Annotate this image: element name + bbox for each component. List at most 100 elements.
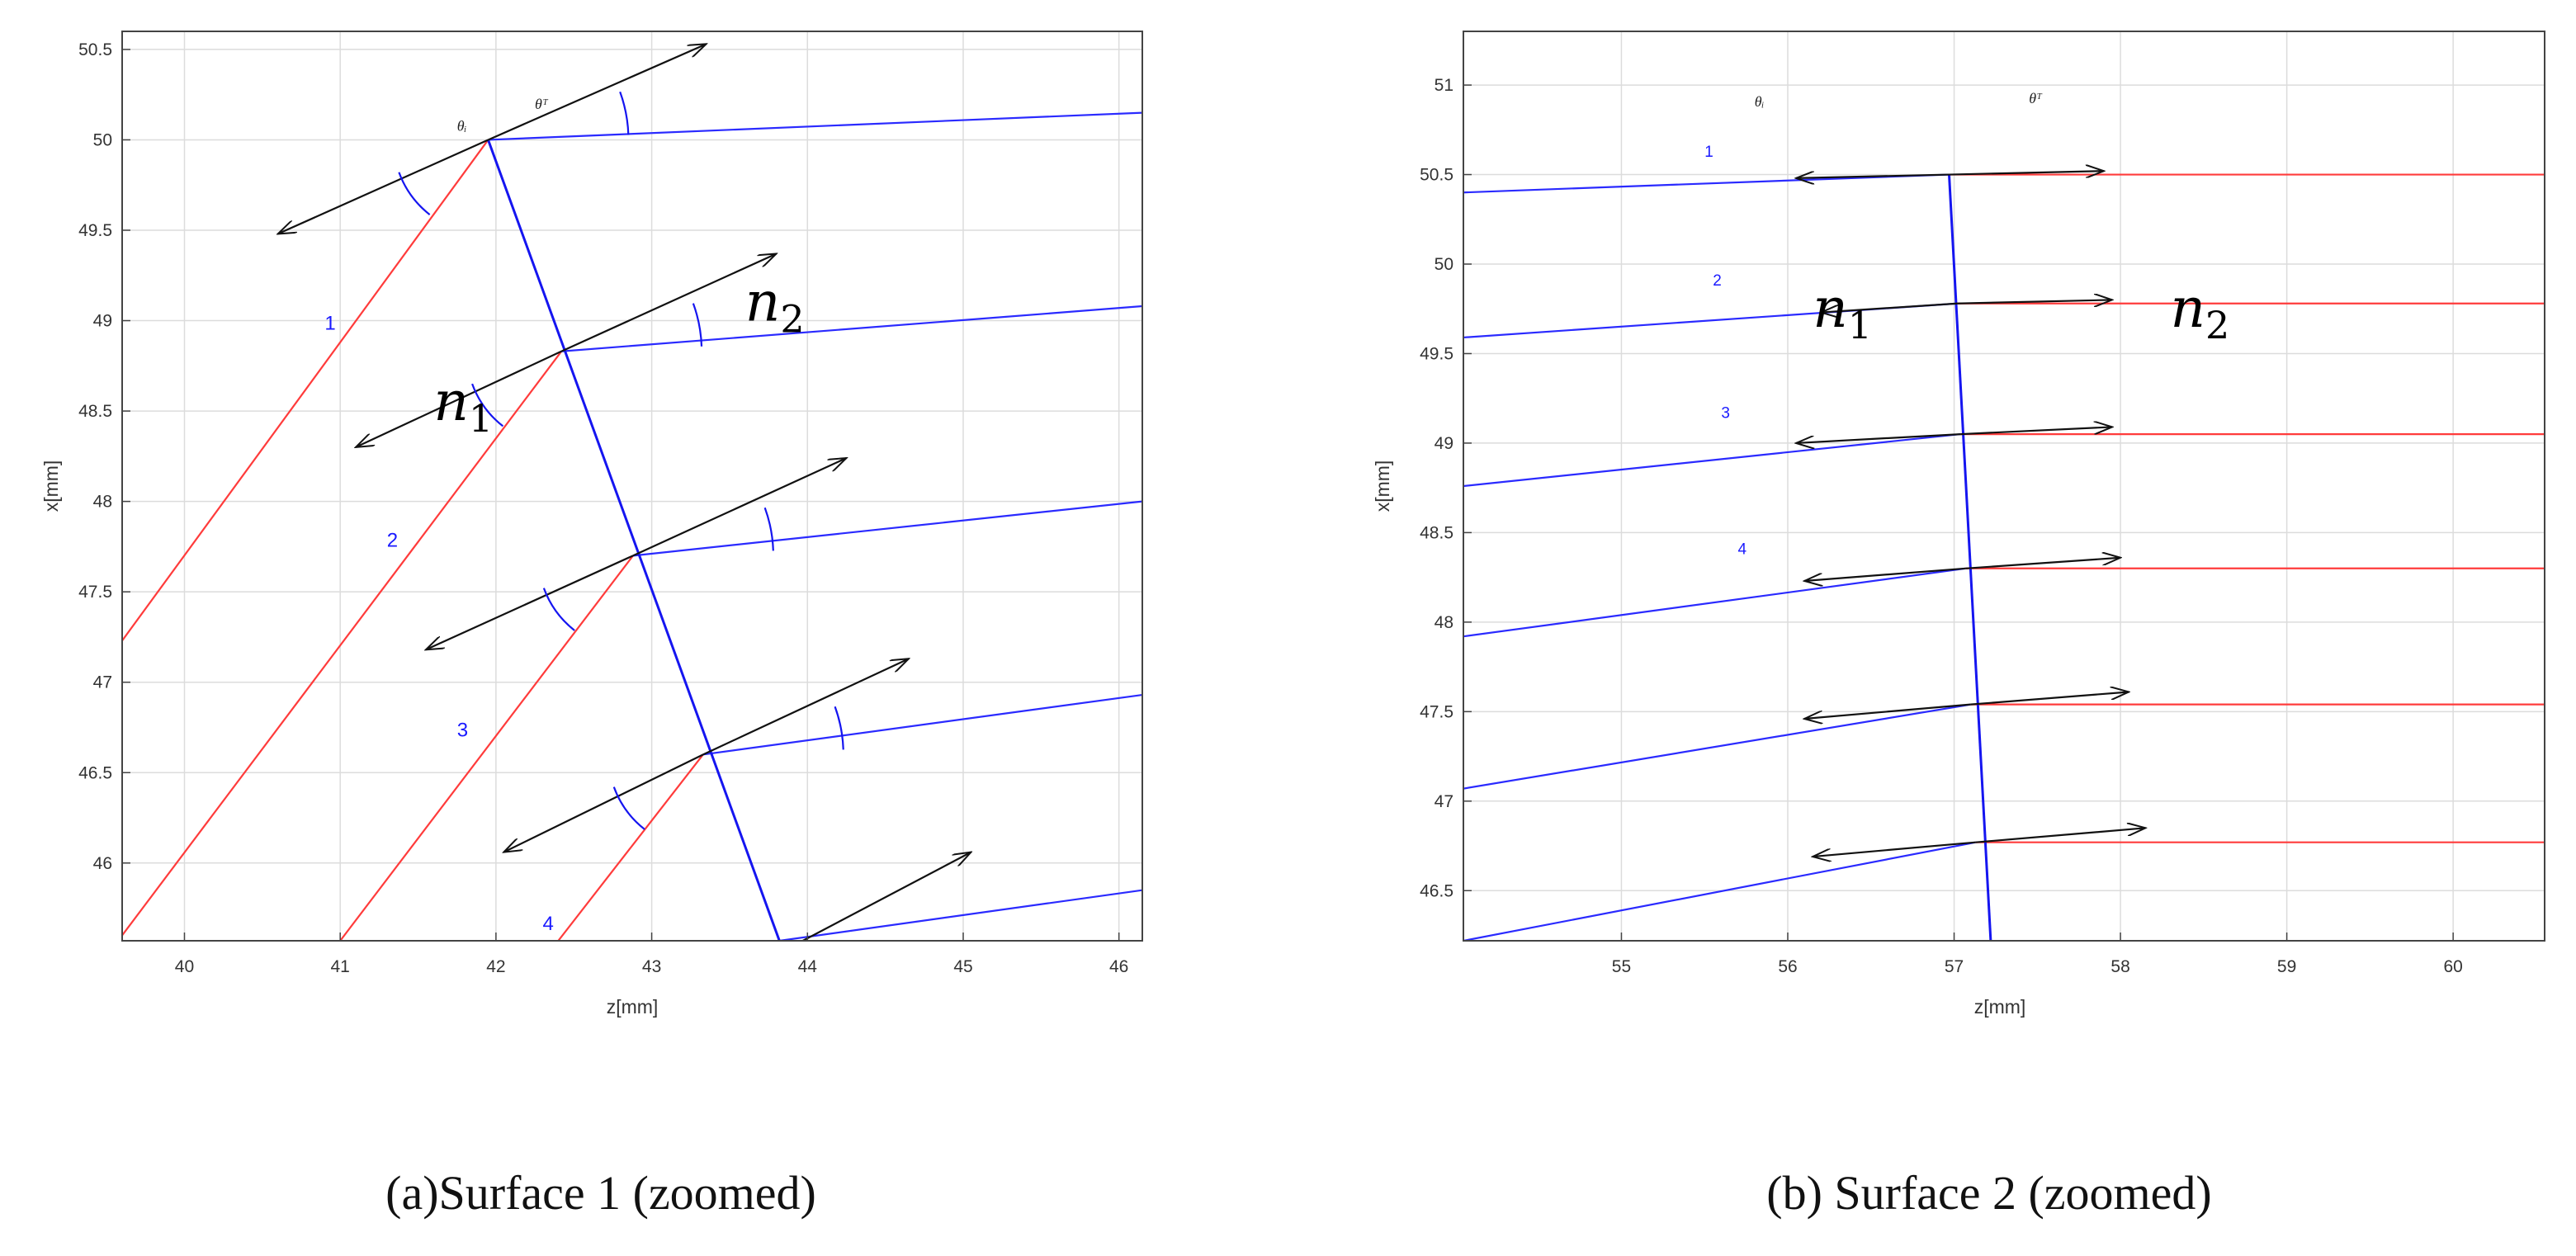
refractive-index-subscript: 1: [1848, 303, 1872, 347]
incident-ray: [1463, 432, 1961, 488]
y-tick-label: 48: [93, 493, 112, 512]
plot-frame-a: [121, 31, 1143, 942]
incidence-angle-arc: [398, 172, 431, 215]
normal-arrow: [1949, 171, 2103, 174]
theta-label: θᵢ: [1755, 93, 1765, 110]
normal-arrow: [702, 659, 909, 756]
x-tick-label: 60: [2443, 957, 2462, 976]
refraction-angle-arc: [834, 706, 844, 750]
incident-ray: [1463, 703, 1971, 790]
x-tick-label: 55: [1612, 957, 1631, 976]
y-tick-label: 47.5: [78, 583, 112, 602]
normal-arrow: [1975, 828, 2146, 843]
refracted-ray: [561, 305, 1142, 352]
normal-arrow: [426, 555, 634, 649]
normal-arrow: [560, 253, 776, 352]
normal-arrow: [278, 139, 489, 234]
refractive-index-label: n2: [745, 271, 805, 342]
refractive-index-symbol: n: [745, 271, 781, 334]
refraction-angle-arc: [619, 91, 630, 135]
refractive-index-symbol: n: [433, 370, 469, 433]
x-tick-label: 40: [175, 957, 194, 976]
ray-number-label: 3: [1721, 405, 1730, 423]
incidence-angle-arc: [471, 383, 504, 427]
grid-b: [1463, 31, 2545, 941]
normal-arrow: [632, 458, 847, 557]
theta-label: θᵢ: [457, 117, 467, 134]
refracting-surface: [487, 139, 781, 941]
x-tick-label: 44: [798, 957, 818, 976]
ticks-a: 40 41 42 43 44 45 46 46 46.5 47 47.5 48 48.5 49 49.5 50…: [78, 40, 1128, 976]
incident-ray: [557, 753, 704, 941]
x-tick-label: 41: [331, 957, 350, 976]
y-axis-label-a: x[mm]: [40, 460, 62, 512]
normal-arrow: [1796, 432, 1961, 443]
normal-arrow: [1821, 302, 1958, 313]
y-axis-label-b: x[mm]: [1372, 460, 1393, 512]
x-tick-label: 57: [1945, 957, 1964, 976]
rays-b: [1463, 171, 2545, 941]
plot-area-b: [1463, 31, 2545, 941]
refractive-index-label: n1: [1813, 276, 1872, 347]
incidence-angle-arc: [542, 588, 575, 631]
y-tick-label: 48: [1435, 613, 1453, 632]
ray-number-label: 1: [1704, 144, 1713, 161]
y-tick-label: 47: [1435, 792, 1453, 811]
x-axis-label-b: z[mm]: [1974, 996, 2026, 1018]
incidence-angle-arc: [612, 786, 645, 830]
ticks-b: 55 56 57 58 59 60 46.5 47 47.5 48 48.5 49 49.5 50 50.5…: [1420, 76, 2463, 976]
x-tick-label: 45: [953, 957, 972, 976]
theta-label: θᵀ: [535, 96, 549, 112]
x-tick-label: 46: [1109, 957, 1128, 976]
incident-ray: [122, 139, 489, 641]
refraction-angle-arc: [692, 303, 703, 347]
y-tick-label: 47.5: [1420, 702, 1453, 721]
x-tick-label: 43: [642, 957, 661, 976]
caption-b: (b) Surface 2 (zoomed): [1766, 1166, 2211, 1220]
y-tick-label: 49.5: [78, 221, 112, 240]
x-tick-label: 56: [1778, 957, 1797, 976]
y-tick-label: 49.5: [1420, 344, 1453, 363]
x-tick-label: 58: [2110, 957, 2129, 976]
ray-number-label: 1: [324, 312, 335, 334]
y-tick-label: 50: [93, 130, 112, 149]
refractive-index-subscript: 2: [2205, 303, 2229, 347]
normal-arrow: [1804, 567, 1966, 581]
incident-ray: [339, 555, 634, 941]
y-tick-label: 49: [93, 312, 112, 331]
y-tick-label: 50.5: [78, 40, 112, 59]
refracted-ray: [702, 693, 1142, 756]
theta-label: θᵀ: [2029, 90, 2043, 106]
ray-number-label: 4: [1738, 541, 1747, 558]
normal-arrow: [1804, 703, 1971, 719]
incident-ray: [1463, 841, 1976, 941]
normal-arrow: [1813, 841, 1976, 857]
caption-a: (a)Surface 1 (zoomed): [385, 1166, 816, 1220]
normal-arrow: [1796, 175, 1950, 178]
y-tick-label: 46: [93, 854, 112, 873]
refracted-ray: [779, 889, 1142, 941]
refracted-ray: [488, 111, 1142, 141]
grid-a: [122, 31, 1142, 941]
y-tick-label: 50: [1435, 255, 1453, 274]
refracted-ray: [632, 500, 1142, 557]
refractive-index-subscript: 1: [469, 396, 493, 441]
refractive-index-subscript: 2: [780, 297, 804, 342]
normal-arrow: [1970, 692, 2129, 706]
y-tick-label: 47: [93, 673, 112, 692]
x-tick-label: 59: [2277, 957, 2296, 976]
normal-arrow: [503, 753, 704, 852]
x-tick-label: 42: [486, 957, 505, 976]
ray-number-label: 2: [1713, 272, 1722, 290]
incident-ray: [122, 351, 563, 937]
refractive-index-label: n2: [2171, 276, 2230, 347]
y-tick-label: 48.5: [78, 402, 112, 421]
plot-frame-b: [1463, 31, 2545, 942]
y-tick-label: 46.5: [78, 763, 112, 782]
ray-number-label: 2: [387, 529, 398, 551]
normal-arrow: [1965, 558, 2120, 569]
